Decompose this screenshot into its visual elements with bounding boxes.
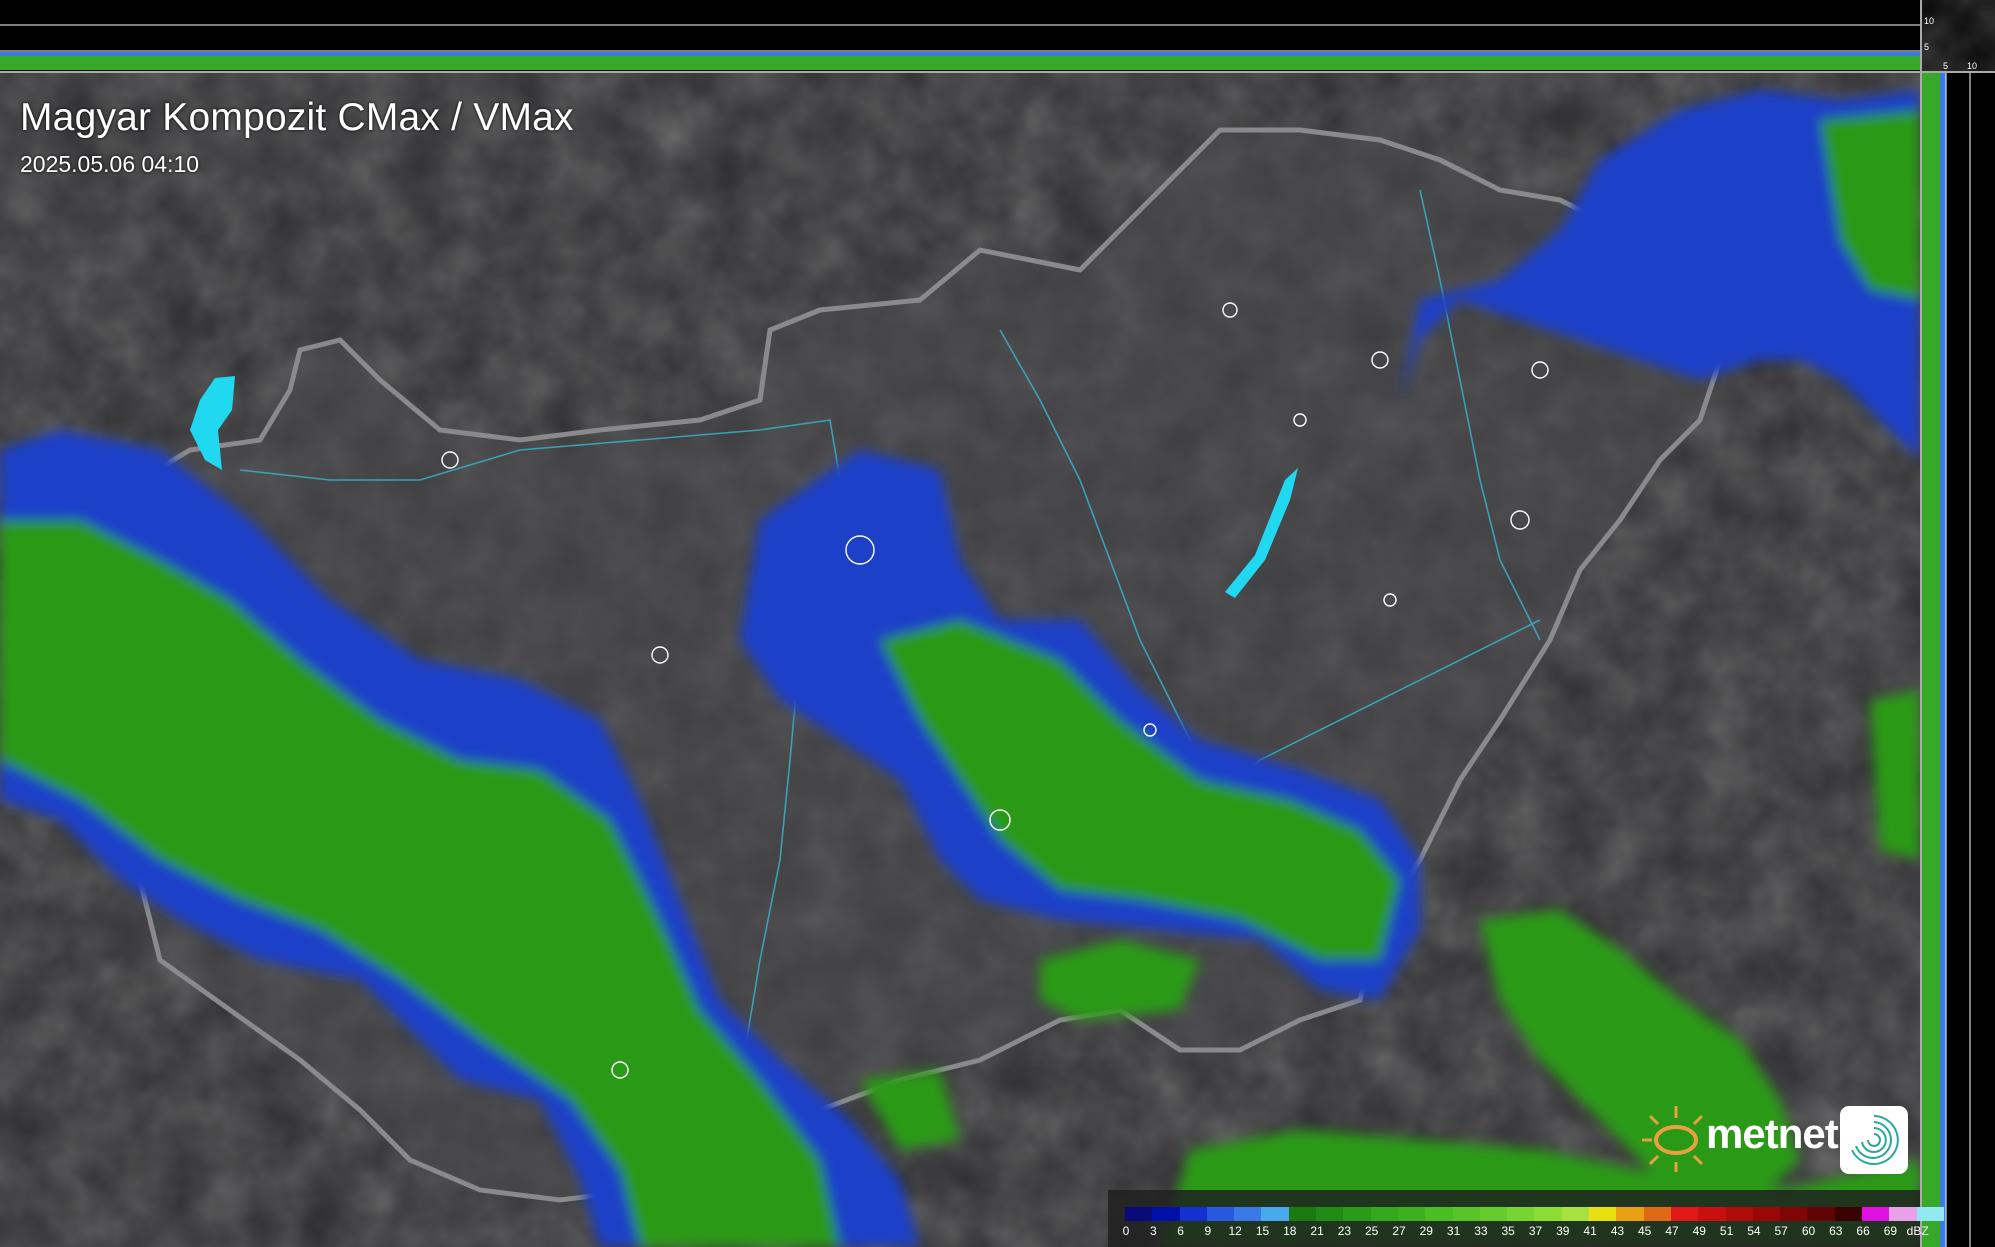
legend-label: 12 <box>1228 1224 1242 1238</box>
map-timestamp: 2025.05.06 04:10 <box>20 151 200 177</box>
map-title: Magyar Kompozit CMax / VMax <box>20 96 574 139</box>
legend-label: 9 <box>1204 1224 1212 1238</box>
legend-label: 15 <box>1255 1224 1270 1238</box>
lake-neusiedl <box>190 376 235 470</box>
legend-label: 54 <box>1747 1224 1761 1238</box>
legend-swatch <box>1125 1207 1153 1221</box>
legend-swatch <box>1397 1207 1426 1221</box>
legend-swatch <box>1152 1207 1180 1221</box>
legend-label: 6 <box>1177 1224 1184 1238</box>
city-outlines <box>441 302 1549 1079</box>
legend-swatch <box>1889 1207 1917 1221</box>
right-axis-tick-5: 5 <box>1943 61 1949 71</box>
top-axis-tick-10: 10 <box>1924 16 1935 26</box>
legend-label: 66 <box>1856 1224 1870 1238</box>
legend-label: 47 <box>1665 1224 1679 1238</box>
legend-unit: dBZ <box>1906 1224 1929 1238</box>
swirl-logo-icon <box>1840 1106 1908 1174</box>
legend-swatch <box>1561 1207 1590 1221</box>
legend-label: 45 <box>1638 1224 1652 1238</box>
legend-label: 31 <box>1446 1224 1461 1238</box>
legend-swatch <box>1479 1207 1508 1221</box>
legend-swatch <box>1261 1207 1289 1221</box>
legend-label: 21 <box>1310 1224 1324 1238</box>
legend-swatch <box>1616 1207 1644 1221</box>
legend-swatch <box>1288 1207 1317 1221</box>
legend-label: 57 <box>1774 1224 1788 1238</box>
legend-label: 3 <box>1149 1224 1157 1238</box>
legend-label: 39 <box>1556 1224 1570 1238</box>
legend-label: 69 <box>1883 1224 1898 1238</box>
legend-label: 0 <box>1122 1224 1130 1238</box>
legend-swatch <box>1316 1207 1344 1221</box>
legend-swatch <box>1589 1207 1617 1221</box>
legend-swatch <box>1670 1207 1699 1221</box>
dbz-color-legend: 0 3 6 9 12 15 18 21 23 25 27 29 31 33 35 37 39 41 43 45 47 49… <box>1108 1190 1944 1247</box>
legend-swatch <box>1725 1207 1753 1221</box>
legend-swatch <box>1752 1207 1781 1221</box>
legend-swatch <box>1916 1207 1944 1221</box>
legend-swatch <box>1206 1207 1235 1221</box>
sun-icon <box>1642 1106 1704 1172</box>
legend-swatch <box>1780 1207 1808 1221</box>
legend-swatch <box>1425 1207 1453 1221</box>
legend-swatch <box>1807 1207 1835 1221</box>
legend-label: 23 <box>1337 1224 1352 1238</box>
legend-label: 25 <box>1365 1224 1379 1238</box>
legend-swatch <box>1643 1207 1671 1221</box>
legend-label: 35 <box>1501 1224 1515 1238</box>
legend-swatch <box>1343 1207 1371 1221</box>
legend-swatch <box>1698 1207 1726 1221</box>
legend-swatch <box>1234 1207 1262 1221</box>
legend-label: 41 <box>1583 1224 1597 1238</box>
top-axis-tick-5: 5 <box>1924 42 1930 52</box>
legend-swatch <box>1834 1207 1863 1221</box>
legend-swatch <box>1452 1207 1480 1221</box>
metnet-logo: metnet <box>1636 1104 1926 1174</box>
legend-swatch <box>1862 1207 1890 1221</box>
legend-label: 18 <box>1283 1224 1297 1238</box>
legend-label: 29 <box>1419 1224 1433 1238</box>
right-axis-tick-10: 10 <box>1967 61 1978 71</box>
legend-label: 51 <box>1719 1224 1734 1238</box>
legend-label: 37 <box>1528 1224 1543 1238</box>
legend-swatch <box>1507 1207 1535 1221</box>
legend-label: 60 <box>1801 1224 1816 1238</box>
legend-label: 43 <box>1610 1224 1625 1238</box>
lake-balaton <box>1225 468 1298 598</box>
legend-label: 27 <box>1392 1224 1406 1238</box>
legend-color-bar <box>1125 1207 1944 1221</box>
logo-text: metnet <box>1706 1110 1839 1157</box>
legend-swatch <box>1534 1207 1562 1221</box>
legend-label: 63 <box>1829 1224 1843 1238</box>
legend-label: 33 <box>1474 1224 1488 1238</box>
legend-swatch <box>1179 1207 1207 1221</box>
legend-label: 49 <box>1692 1224 1706 1238</box>
legend-labels: 0 3 6 9 12 15 18 21 23 25 27 29 31 33 35 37 39 41 43 45 47 49… <box>1114 1224 1929 1240</box>
legend-swatch <box>1370 1207 1398 1221</box>
